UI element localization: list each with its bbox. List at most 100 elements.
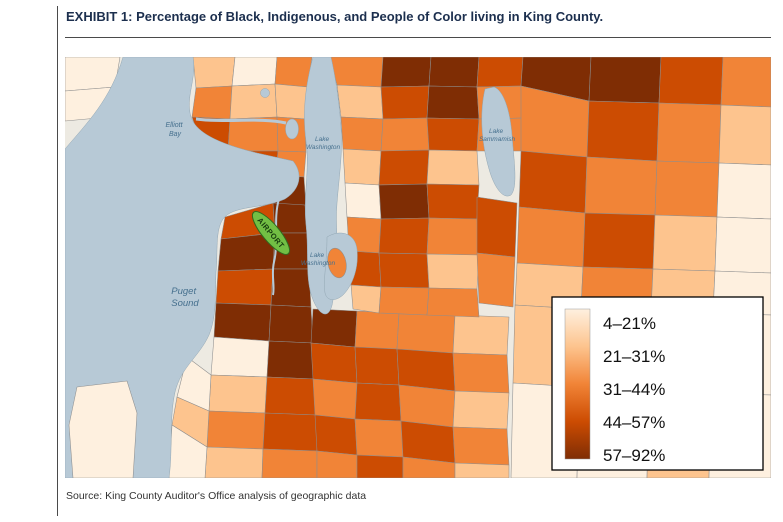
puget-sound-water — [65, 57, 300, 478]
water-layer — [65, 57, 516, 478]
tract — [586, 100, 660, 162]
legend-label-3: 44–57% — [603, 413, 665, 432]
tract — [454, 462, 510, 478]
tract — [516, 206, 586, 268]
tract — [398, 384, 456, 428]
tract — [264, 376, 317, 416]
tract — [380, 57, 432, 88]
choropleth-map: Elliott Bay Puget Sound Lake Washington … — [65, 57, 771, 478]
airport-shape — [251, 211, 291, 255]
tract — [192, 57, 236, 89]
tract — [274, 83, 309, 120]
tract — [426, 217, 480, 256]
mercer-island — [327, 247, 347, 279]
vashon-island — [68, 380, 138, 478]
tract — [213, 302, 272, 342]
tract — [476, 252, 516, 308]
tract — [426, 149, 480, 186]
tract — [452, 426, 510, 466]
tract — [354, 382, 402, 422]
tract — [658, 57, 724, 106]
tract — [270, 268, 312, 308]
title-rule — [65, 37, 771, 38]
lake-sammamish-label: Lake Sammamish — [479, 128, 516, 143]
tract — [340, 116, 384, 152]
tract — [476, 57, 524, 88]
tract — [400, 420, 456, 464]
tract — [336, 84, 384, 120]
legend-label-4: 57–92% — [603, 446, 665, 465]
legend-gradient-bar — [564, 308, 591, 460]
tract — [354, 418, 404, 458]
legend-label-1: 21–31% — [603, 347, 665, 366]
lake-union-water — [285, 118, 299, 140]
legend-label-2: 31–44% — [603, 380, 665, 399]
tract — [582, 212, 656, 270]
tract — [378, 183, 430, 220]
tract — [344, 182, 382, 220]
tract — [452, 314, 510, 356]
tract — [584, 156, 658, 216]
lake-washington-north-label: Lake Washington — [306, 136, 341, 151]
tract — [378, 252, 430, 289]
tract — [402, 456, 456, 478]
tract — [652, 214, 718, 272]
left-rule — [57, 6, 58, 516]
lake-sammamish-water — [481, 86, 516, 197]
elliott-bay-label: Elliott Bay — [165, 122, 184, 138]
tract — [208, 374, 268, 414]
tract — [328, 57, 384, 88]
green-lake-water — [260, 88, 270, 98]
tract — [426, 117, 480, 152]
tract — [476, 196, 518, 258]
tract — [714, 216, 771, 274]
duwamish-river — [271, 198, 280, 296]
tract — [378, 286, 430, 316]
tract — [342, 148, 382, 186]
tract — [518, 150, 588, 214]
tract — [428, 57, 480, 88]
tract — [266, 340, 316, 380]
tract — [718, 104, 771, 166]
puget-sound-label: Puget Sound — [171, 286, 199, 309]
tract — [316, 450, 358, 478]
tract — [380, 85, 430, 120]
tract — [215, 268, 274, 306]
tract — [354, 346, 400, 386]
tract — [314, 414, 358, 456]
tract — [210, 336, 270, 378]
exhibit-title: EXHIBIT 1: Percentage of Black, Indigeno… — [66, 9, 604, 24]
tract — [426, 183, 480, 220]
tract — [204, 446, 264, 478]
tract — [380, 117, 430, 152]
tract — [310, 342, 358, 384]
tract — [206, 410, 266, 450]
tract — [191, 85, 233, 120]
tract — [354, 310, 400, 350]
water-labels: Elliott Bay Puget Sound Lake Washington … — [165, 122, 515, 309]
king-county-map: Elliott Bay Puget Sound Lake Washington … — [65, 57, 771, 478]
tract — [396, 312, 456, 354]
tract — [356, 454, 404, 478]
tract — [452, 352, 510, 394]
tract — [312, 378, 358, 420]
legend-label-0: 4–21% — [603, 314, 656, 333]
tract — [426, 253, 480, 290]
tract — [396, 348, 456, 392]
tract — [426, 287, 480, 318]
tract — [378, 149, 430, 186]
tract — [426, 85, 480, 120]
tract — [229, 83, 278, 120]
tract — [452, 390, 510, 430]
tract — [231, 57, 278, 87]
tract — [716, 162, 771, 220]
tract — [588, 57, 662, 104]
ship-canal — [195, 117, 287, 125]
tract — [268, 304, 314, 344]
tract — [261, 448, 318, 478]
tract — [720, 57, 771, 108]
tract — [350, 284, 382, 314]
tract — [310, 308, 358, 348]
map-legend: 4–21% 21–31% 31–44% 44–57% 57–92% — [551, 296, 764, 471]
